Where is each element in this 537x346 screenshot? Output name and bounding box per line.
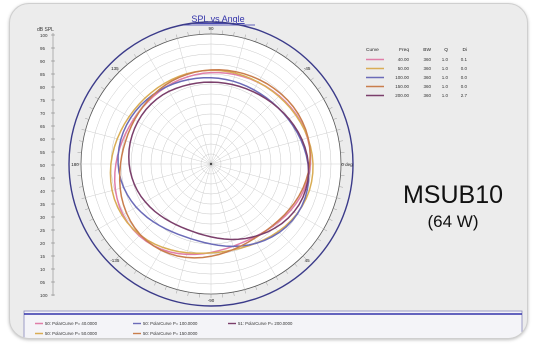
- angle-label: -90: [208, 298, 215, 303]
- polar-series-line: [117, 76, 310, 248]
- radial-unit-label: dB SPL: [37, 27, 54, 33]
- grid-spoke: [85, 163, 212, 198]
- legend-header: Curve: [366, 47, 379, 53]
- angle-label: 180: [71, 162, 79, 167]
- grid-spoke: [98, 98, 212, 165]
- legend-cell: 2.7: [461, 93, 468, 98]
- radial-tick-label: 55: [40, 150, 46, 155]
- grid-spoke: [118, 163, 212, 257]
- radial-tick-label: 30: [40, 215, 46, 220]
- legend-cell: 360: [423, 84, 431, 89]
- grid-spoke: [210, 71, 304, 165]
- grid-spoke: [85, 130, 212, 165]
- grid-spoke: [210, 163, 277, 277]
- polar-chart: SPL vs Angle dB SPL 100 95 90 85 80 75 70 65 60 5…: [23, 14, 523, 338]
- radial-tick-label: 35: [40, 202, 46, 207]
- legend-cell: 150.00: [395, 84, 409, 89]
- product-power: (64 W): [427, 212, 479, 231]
- radial-tick-label: 45: [40, 176, 46, 181]
- footer-legend-label: 50: PolarCurve P= 50.0000: [45, 331, 98, 336]
- legend-cell: 0.0: [461, 84, 468, 89]
- grid-spoke: [210, 163, 324, 230]
- grid-spoke: [177, 38, 212, 165]
- radial-scale: 1009590858075706560555045403530252015100…: [40, 33, 55, 298]
- grid-spoke: [210, 38, 245, 165]
- radial-tick-label: 20: [40, 241, 46, 246]
- angle-label: 90: [208, 26, 214, 31]
- grid-spoke: [145, 51, 212, 165]
- legend-header: BW: [423, 47, 431, 53]
- footer-legend-label: 51: PolarCurve P= 200.0000: [238, 321, 293, 326]
- legend-cell: 0.1: [461, 57, 468, 62]
- radial-tick-label: 25: [40, 228, 46, 233]
- legend-cell: 1.0: [442, 57, 449, 62]
- footer-legend-label: 50: PolarCurve P= 150.0000: [143, 331, 198, 336]
- radial-tick-label: 70: [40, 111, 46, 116]
- grid-spoke: [210, 163, 304, 257]
- angle-label: 0 deg: [341, 162, 353, 167]
- radial-tick-label: 10: [40, 267, 46, 272]
- legend-cell: 0.0: [461, 75, 468, 80]
- grid-spoke: [210, 51, 277, 165]
- footer-legend-label: 50: PolarCurve P= 40.0000: [45, 321, 98, 326]
- product-name: MSUB10: [402, 181, 504, 209]
- radial-tick-label: 90: [40, 59, 46, 64]
- chart-title: SPL vs Angle: [191, 14, 244, 24]
- legend-cell: 1.0: [442, 66, 449, 71]
- legend-cell: 360: [423, 93, 431, 98]
- legend-cell: 200.00: [395, 93, 409, 98]
- angle-labels: 0 deg -45 90 135 180 -135 -90 45: [71, 26, 353, 303]
- legend-header: Q: [444, 47, 448, 53]
- radial-tick-label: 75: [40, 98, 46, 103]
- grid-spoke: [210, 163, 337, 198]
- grid-spoke: [177, 163, 212, 290]
- grid-spoke: [118, 71, 212, 165]
- grid-spoke: [210, 130, 337, 165]
- polar-series-line: [118, 69, 311, 259]
- grid-spoke: [98, 163, 212, 230]
- chart-panel: SPL vs Angle dB SPL 100 95 90 85 80 75 70 65 60 5…: [23, 11, 523, 338]
- grid-spoke: [145, 163, 212, 277]
- legend-cell: 1.0: [442, 75, 449, 80]
- legend-cell: 50.00: [398, 66, 410, 71]
- legend-cell: 1.0: [442, 93, 449, 98]
- radial-tick-label: 05: [40, 280, 46, 285]
- polar-curves: [109, 69, 314, 259]
- radial-tick-label: 60: [40, 137, 46, 142]
- legend-cell: 1.0: [442, 84, 449, 89]
- legend-header: Freq: [399, 47, 409, 53]
- legend-table: Curve Freq BW Q Di 40.00 360 1.0 0.1 50.00 360 1.0 0…: [366, 47, 467, 98]
- legend-cell: 360: [423, 66, 431, 71]
- footer-legend-label: 50: PolarCurve P= 100.0000: [143, 321, 198, 326]
- radial-tick-label: 15: [40, 254, 46, 259]
- legend-cell: 360: [423, 75, 431, 80]
- product-label: MSUB10 (64 W): [388, 181, 518, 233]
- polar-series-line: [128, 81, 310, 241]
- radial-tick-label: 65: [40, 124, 46, 129]
- radial-tick-label: 85: [40, 72, 46, 77]
- radial-tick-label: 100: [40, 33, 48, 38]
- radial-tick-label: 95: [40, 46, 46, 51]
- grid-spoke: [210, 163, 245, 290]
- legend-cell: 100.00: [395, 75, 409, 80]
- angle-label: -135: [110, 258, 120, 263]
- grid-spoke: [210, 98, 324, 165]
- radial-tick-label: 80: [40, 85, 46, 90]
- legend-header: Di: [462, 47, 467, 53]
- radial-tick-label: 50: [40, 163, 46, 168]
- chart-frame: SPL vs Angle dB SPL 100 95 90 85 80 75 70 65 60 5…: [9, 3, 528, 339]
- legend-cell: 40.00: [398, 57, 410, 62]
- radial-tick-label: 100: [40, 293, 48, 298]
- legend-cell: 360: [423, 57, 431, 62]
- radial-tick-label: 40: [40, 189, 46, 194]
- angle-label: 135: [111, 66, 119, 71]
- angle-label: 45: [305, 258, 311, 263]
- footer-legend-panel: 50: PolarCurve P= 40.0000 50: PolarCurve …: [23, 310, 523, 338]
- legend-cell: 0.0: [461, 66, 468, 71]
- angle-label: -45: [304, 66, 311, 71]
